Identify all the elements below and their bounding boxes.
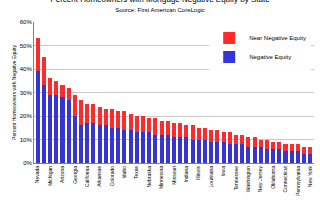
svg-text:Near Negative Equity: Near Negative Equity bbox=[249, 35, 306, 41]
svg-text:Pennsylvania: Pennsylvania bbox=[295, 166, 301, 196]
svg-text:California: California bbox=[84, 166, 90, 187]
svg-text:20%: 20% bbox=[20, 113, 33, 119]
svg-text:Iowa: Iowa bbox=[220, 166, 226, 177]
svg-text:New Jersey: New Jersey bbox=[257, 166, 263, 193]
svg-text:Connecticut: Connecticut bbox=[282, 165, 288, 192]
svg-text:New York: New York bbox=[307, 166, 313, 188]
svg-text:60%: 60% bbox=[20, 19, 33, 25]
svg-text:10%: 10% bbox=[20, 137, 33, 143]
svg-text:Tennessee: Tennessee bbox=[233, 166, 239, 190]
svg-text:Louisiana: Louisiana bbox=[208, 166, 214, 188]
svg-text:Oklahoma: Oklahoma bbox=[270, 166, 276, 189]
svg-text:Georgia: Georgia bbox=[72, 166, 78, 184]
svg-text:0%: 0% bbox=[23, 160, 32, 166]
svg-text:50%: 50% bbox=[20, 43, 33, 49]
svg-text:Nevada: Nevada bbox=[34, 166, 40, 183]
svg-text:Washington: Washington bbox=[245, 166, 251, 192]
svg-text:Arizona: Arizona bbox=[59, 166, 65, 183]
svg-text:Percent Homeowners with Mortga: Percent Homeowners with Mortgage Negativ… bbox=[50, 0, 270, 13]
svg-text:Nebraska: Nebraska bbox=[146, 166, 152, 188]
svg-text:Illinois: Illinois bbox=[195, 166, 201, 180]
svg-text:Percent Homeowners with Negati: Percent Homeowners with Negative Equity bbox=[11, 45, 17, 140]
svg-text:30%: 30% bbox=[20, 90, 33, 96]
svg-text:Minnesota: Minnesota bbox=[158, 166, 164, 189]
svg-text:Arkansas: Arkansas bbox=[96, 166, 102, 187]
svg-text:Missouri: Missouri bbox=[171, 166, 177, 185]
svg-text:Texas: Texas bbox=[133, 166, 139, 180]
svg-text:Michigan: Michigan bbox=[47, 166, 53, 186]
svg-text:40%: 40% bbox=[20, 66, 33, 72]
svg-text:Indiana: Indiana bbox=[183, 166, 189, 183]
svg-text:Negative Equity: Negative Equity bbox=[249, 54, 291, 60]
svg-text:Idaho: Idaho bbox=[121, 166, 127, 179]
svg-text:Colorado: Colorado bbox=[109, 166, 115, 187]
